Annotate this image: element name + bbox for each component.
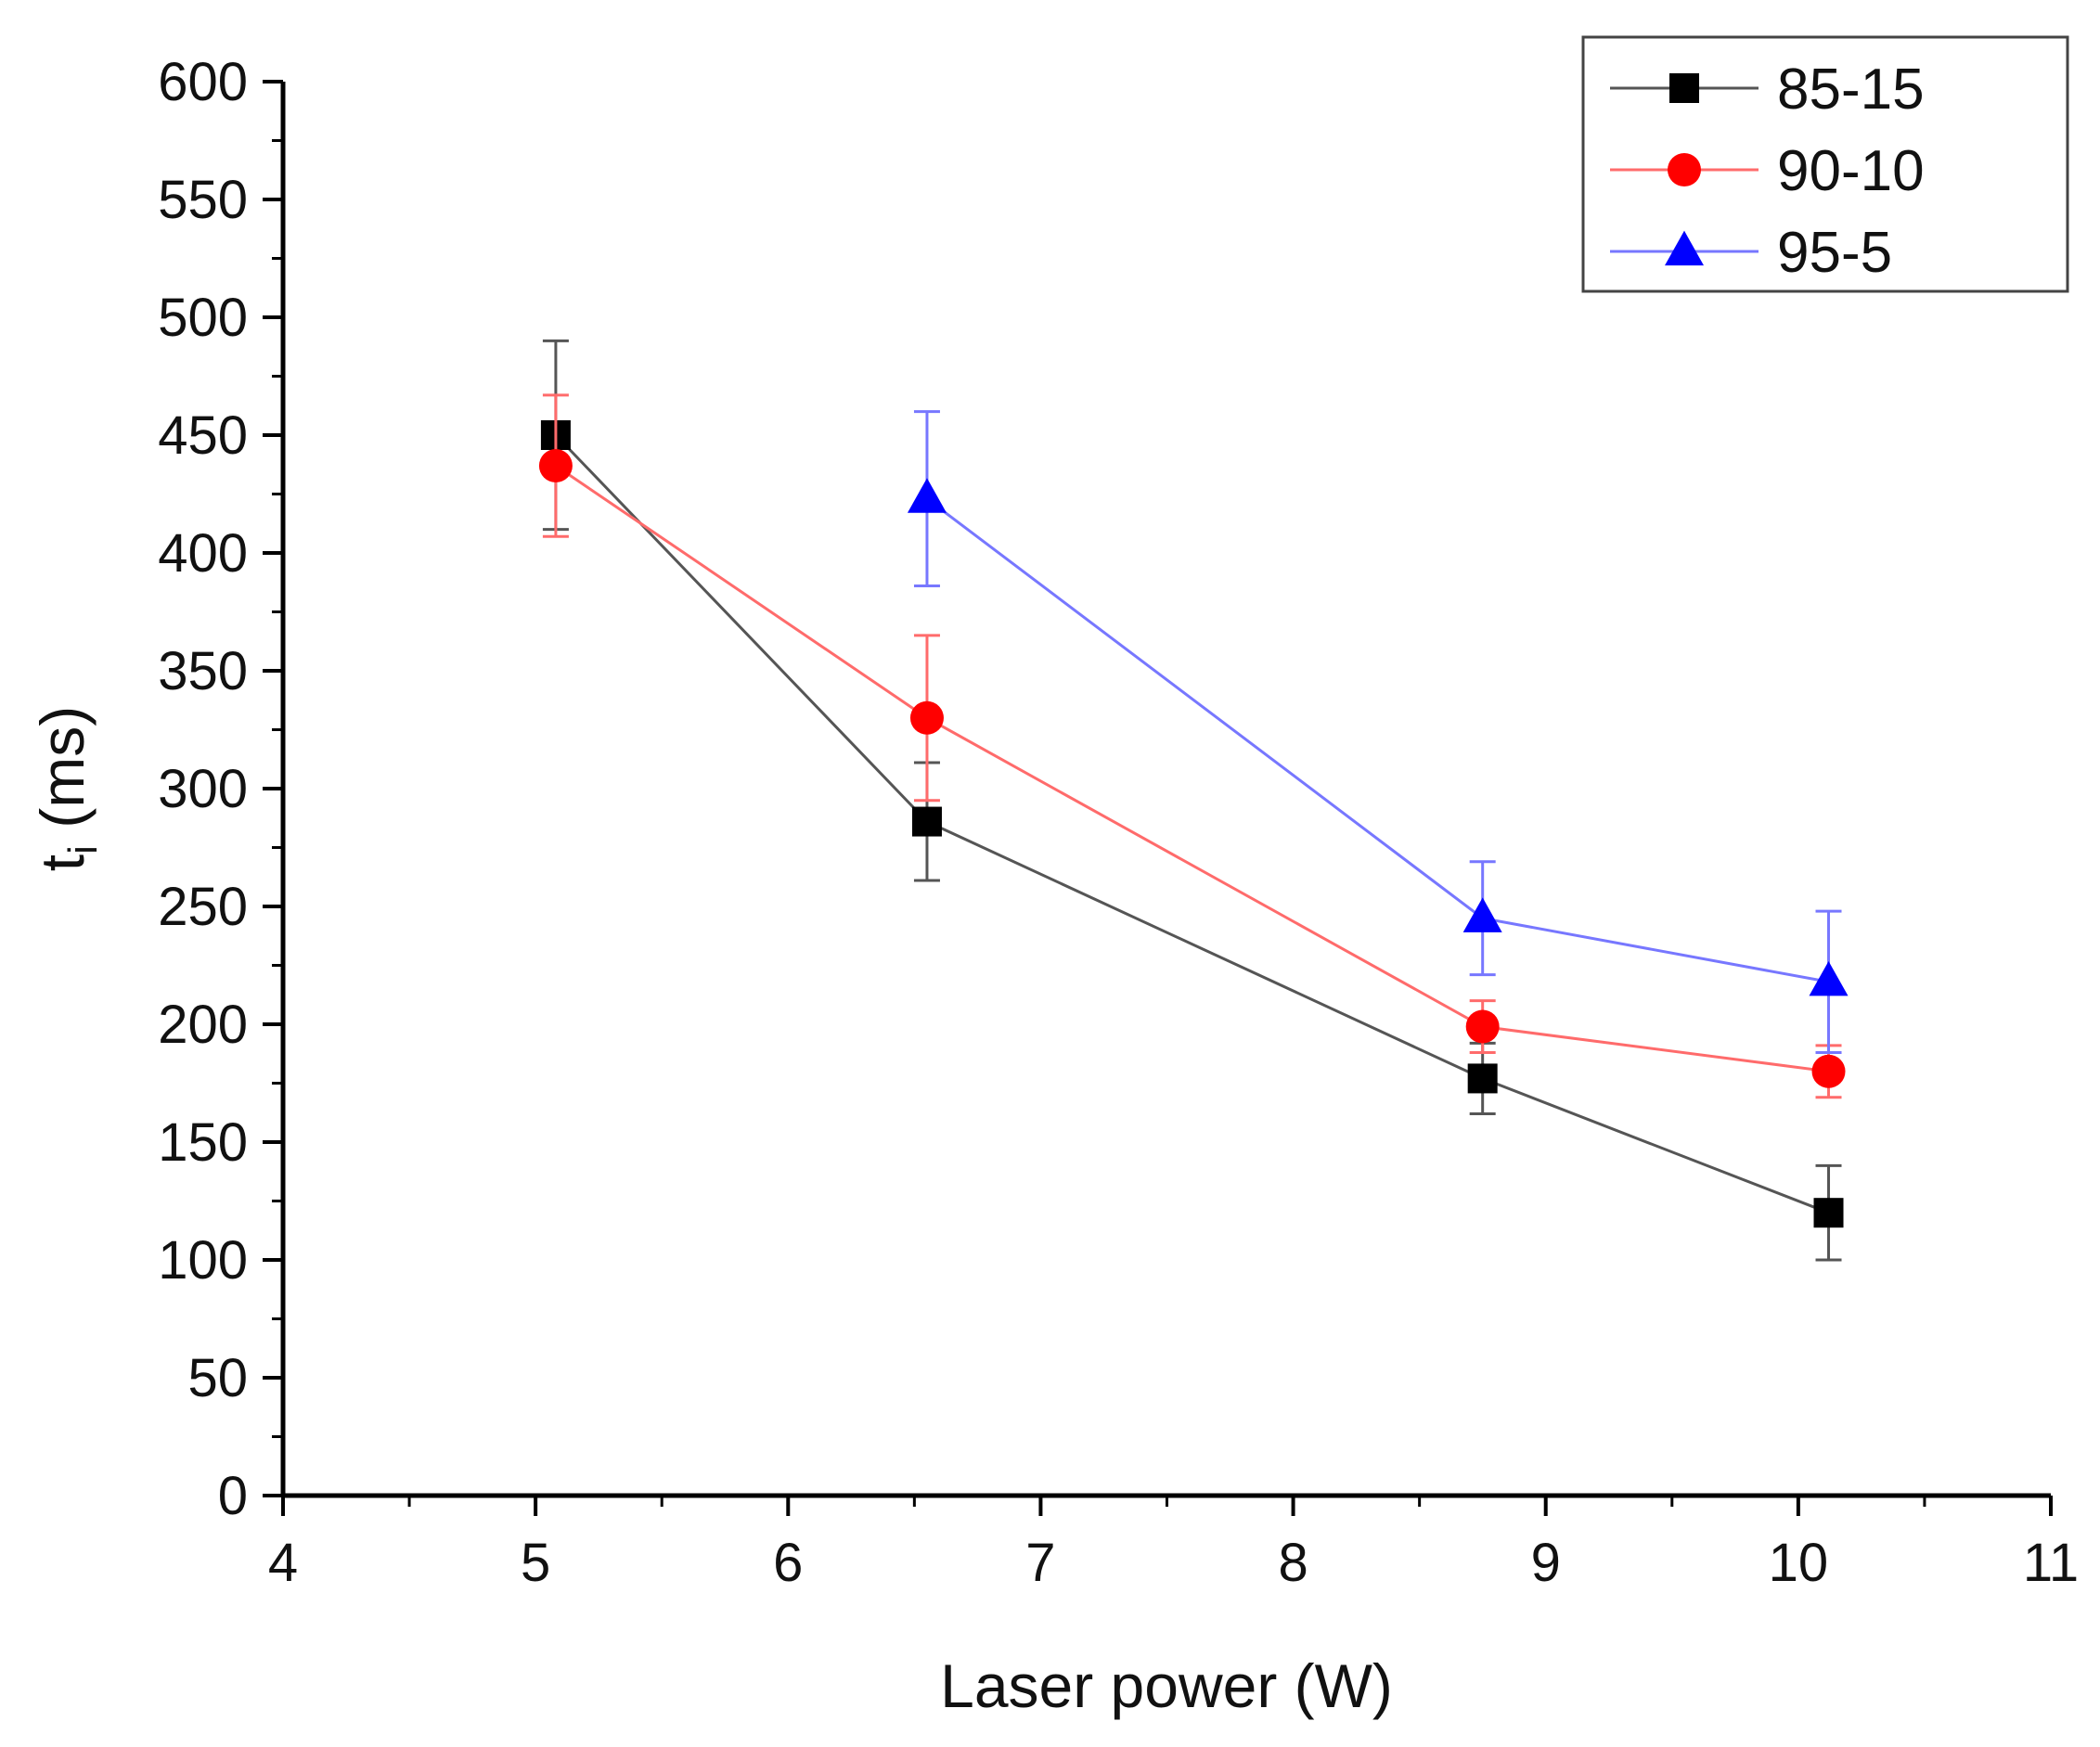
legend-item-90-10: 90-10 <box>1610 139 1925 203</box>
y-axis-title: ti (ms) <box>28 706 106 871</box>
data-point <box>909 700 944 735</box>
y-tick-label: 500 <box>158 288 248 348</box>
y-axis-title-subscript: i <box>60 845 106 854</box>
series-line <box>555 464 1829 1073</box>
legend-label: 95-5 <box>1777 221 1892 285</box>
data-point <box>1467 1063 1498 1094</box>
x-tick-label: 6 <box>773 1533 803 1593</box>
y-axis-title-unit: (ms) <box>28 706 97 845</box>
data-point <box>911 806 942 837</box>
series-line <box>926 497 1829 983</box>
data-point <box>907 478 947 513</box>
x-axis-title: Laser power (W) <box>940 1651 1393 1720</box>
series-line <box>554 433 1830 1214</box>
y-tick-label: 100 <box>158 1230 248 1291</box>
data-point <box>1462 897 1502 932</box>
legend-label: 90-10 <box>1777 139 1925 203</box>
x-tick-label: 7 <box>1025 1533 1055 1593</box>
y-axis-title-main: t <box>28 854 97 871</box>
x-tick-label: 10 <box>1769 1533 1829 1593</box>
x-tick-label: 4 <box>268 1533 298 1593</box>
legend-label: 85-15 <box>1777 58 1925 122</box>
y-tick-label: 200 <box>158 995 248 1055</box>
x-tick-label: 9 <box>1531 1533 1561 1593</box>
y-tick-label: 400 <box>158 523 248 584</box>
y-tick-label: 550 <box>158 170 248 230</box>
legend: 85-15 90-10 95-5 <box>1581 35 2069 293</box>
series-95-5 <box>907 410 1849 1054</box>
x-tick-label: 5 <box>521 1533 550 1593</box>
legend-marker <box>1665 230 1704 266</box>
series-90-10 <box>538 393 1846 1099</box>
x-axis-ticks: 4 5 6 7 8 9 10 11 <box>268 1496 2079 1593</box>
series-layer <box>538 339 1849 1262</box>
y-tick-label: 0 <box>218 1466 248 1526</box>
legend-marker <box>1668 153 1701 186</box>
legend-box <box>1581 35 2069 293</box>
y-tick-label: 300 <box>158 759 248 819</box>
svg-text:ti (ms): ti (ms) <box>28 706 106 871</box>
legend-marker <box>1669 73 1699 103</box>
x-tick-label: 11 <box>2023 1533 2079 1593</box>
y-tick-label: 600 <box>158 52 248 112</box>
plot-area <box>280 82 2051 1498</box>
y-axis-ticks: 0 50 100 150 200 250 300 350 400 450 500 550 600 <box>158 52 283 1526</box>
data-point <box>1465 1009 1500 1044</box>
x-tick-label: 8 <box>1278 1533 1308 1593</box>
data-point <box>1809 960 1849 996</box>
y-tick-label: 250 <box>158 877 248 937</box>
y-tick-label: 350 <box>158 641 248 701</box>
y-tick-label: 150 <box>158 1112 248 1173</box>
legend-item-95-5: 95-5 <box>1610 221 1892 285</box>
y-tick-label: 450 <box>158 405 248 466</box>
series-85-15 <box>540 339 1844 1262</box>
legend-item-85-15: 85-15 <box>1610 58 1925 122</box>
data-point <box>1813 1198 1844 1228</box>
y-tick-label: 50 <box>187 1348 248 1408</box>
data-point <box>1811 1054 1846 1088</box>
data-point <box>538 449 573 483</box>
